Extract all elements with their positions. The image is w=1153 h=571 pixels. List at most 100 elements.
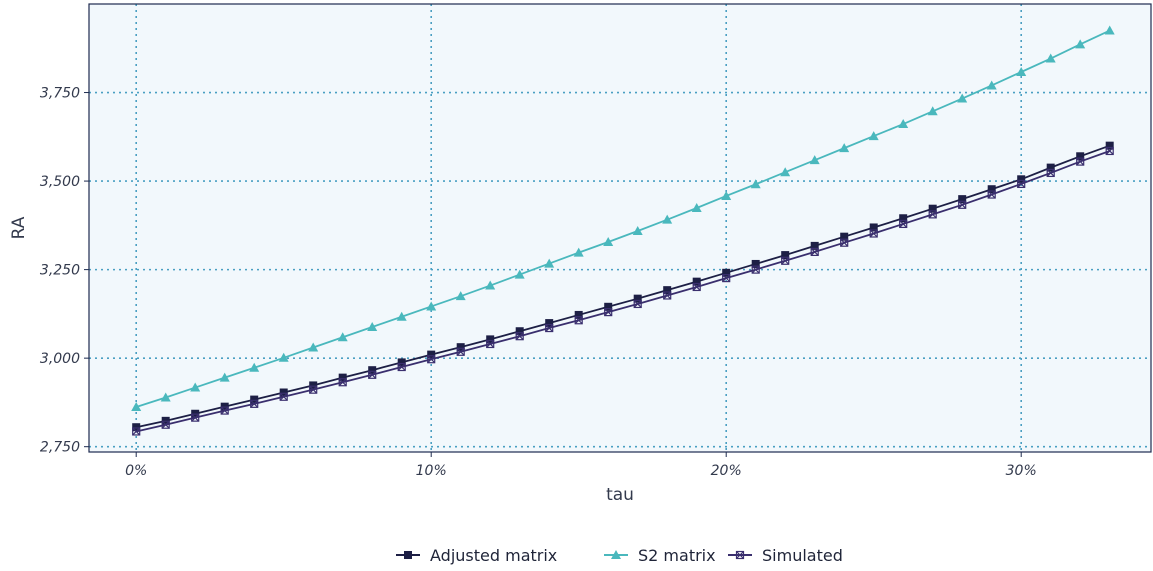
- data-point: [396, 311, 407, 321]
- data-point: [603, 236, 614, 246]
- data-point: [632, 226, 643, 236]
- legend-item: S2 matrix: [604, 546, 716, 565]
- data-point: [839, 143, 850, 153]
- series-line: [135, 150, 1111, 433]
- legend-swatch-marker: [404, 551, 412, 559]
- data-point: [691, 202, 702, 212]
- data-point: [337, 332, 348, 342]
- legend-label: Adjusted matrix: [430, 546, 557, 565]
- y-tick-label: 3,000: [40, 351, 80, 367]
- data-point: [426, 301, 437, 311]
- series-simulated: [132, 146, 1114, 436]
- data-point: [1017, 175, 1026, 184]
- x-tick-label: 30%: [1006, 463, 1037, 479]
- data-point: [397, 362, 406, 372]
- data-point: [574, 310, 583, 319]
- data-point: [427, 350, 436, 359]
- data-point: [722, 268, 731, 277]
- data-point: [573, 247, 584, 257]
- data-point: [132, 423, 141, 432]
- data-point: [486, 339, 495, 349]
- data-point: [1016, 66, 1027, 76]
- data-point: [751, 265, 760, 274]
- data-point: [456, 347, 465, 356]
- series-layer: [131, 25, 1115, 436]
- legend-label: Simulated: [762, 546, 843, 565]
- data-point: [899, 214, 908, 223]
- data-point: [190, 382, 201, 392]
- x-tick-label: 20%: [711, 463, 742, 479]
- data-point: [368, 366, 377, 375]
- data-point: [309, 381, 318, 390]
- data-point: [692, 277, 701, 286]
- data-point: [1017, 179, 1026, 189]
- data-point: [279, 388, 288, 397]
- data-point: [1105, 141, 1114, 150]
- data-point: [663, 286, 672, 295]
- data-point: [604, 302, 613, 311]
- plot-background: [89, 4, 1151, 452]
- data-point: [514, 269, 525, 279]
- data-point: [308, 342, 319, 352]
- data-point: [928, 204, 937, 213]
- data-point: [279, 392, 288, 401]
- data-point: [810, 247, 819, 257]
- data-point: [958, 200, 967, 209]
- data-point: [367, 321, 378, 331]
- legend-item: Simulated: [728, 546, 843, 565]
- x-axis-ticks: 0% 10% 20% 30%: [125, 452, 1037, 479]
- y-tick-label: 3,750: [40, 86, 80, 102]
- data-point: [721, 190, 732, 200]
- data-point: [544, 258, 555, 268]
- x-tick-label: 0%: [125, 463, 147, 479]
- data-point: [899, 219, 908, 229]
- data-point: [722, 274, 731, 283]
- data-point: [368, 370, 377, 379]
- y-tick-label: 2,750: [40, 440, 80, 456]
- data-point: [957, 93, 968, 103]
- legend-swatch-marker: [611, 550, 621, 559]
- data-point: [1076, 152, 1085, 161]
- data-point: [751, 259, 760, 268]
- data-point: [338, 373, 347, 382]
- series-line: [136, 144, 1111, 429]
- y-tick-label: 3,250: [40, 263, 80, 279]
- y-tick-label: 3,500: [40, 174, 80, 190]
- data-point: [161, 420, 170, 429]
- data-point: [692, 282, 701, 292]
- legend-label: S2 matrix: [638, 546, 716, 565]
- data-point: [869, 229, 878, 238]
- data-point: [545, 323, 554, 333]
- data-point: [868, 131, 879, 141]
- data-point: [545, 319, 554, 328]
- data-point: [1076, 157, 1085, 166]
- legend-swatch-marker: [735, 550, 745, 560]
- data-point: [840, 232, 849, 241]
- data-point: [131, 402, 142, 412]
- data-point: [250, 399, 259, 408]
- data-point: [663, 291, 672, 300]
- data-point: [809, 155, 820, 165]
- data-point: [750, 179, 761, 189]
- y-axis-label: RA: [9, 216, 29, 239]
- data-point: [132, 427, 141, 436]
- data-point: [662, 214, 673, 224]
- legend: Adjusted matrix S2 matrix Simulated: [396, 546, 843, 565]
- data-point: [427, 355, 436, 364]
- data-point: [249, 362, 260, 372]
- data-point: [986, 80, 997, 90]
- data-point: [1046, 163, 1055, 172]
- data-point: [250, 395, 259, 404]
- x-tick-label: 10%: [416, 463, 447, 479]
- data-point: [987, 190, 996, 199]
- data-point: [781, 251, 790, 260]
- data-point: [160, 392, 171, 402]
- data-point: [574, 316, 583, 325]
- data-point: [219, 372, 230, 382]
- series-s2-matrix: [131, 25, 1115, 412]
- data-point: [869, 223, 878, 232]
- data-point: [515, 327, 524, 336]
- data-point: [485, 280, 496, 290]
- data-point: [633, 294, 642, 303]
